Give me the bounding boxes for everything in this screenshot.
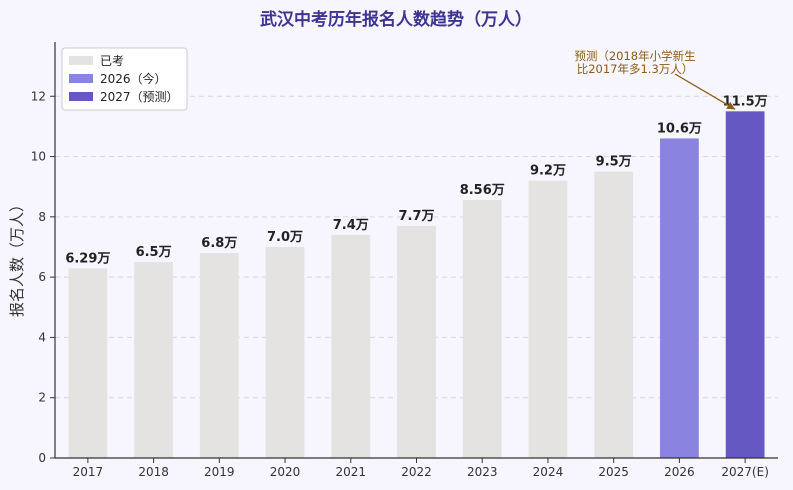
y-tick-label: 6 bbox=[38, 270, 46, 284]
legend-box bbox=[61, 47, 188, 111]
legend: 已考 2026（今） 2027（预测） bbox=[61, 47, 188, 111]
x-tick-label: 2023 bbox=[467, 465, 498, 479]
bar-2026 bbox=[660, 138, 699, 458]
legend-label-current: 2026（今） bbox=[100, 71, 167, 86]
y-tick-label: 2 bbox=[38, 391, 46, 405]
data-label: 6.5万 bbox=[136, 245, 172, 260]
data-label: 7.0万 bbox=[267, 230, 303, 245]
x-tick-label: 2017 bbox=[73, 465, 104, 479]
bar-2019 bbox=[199, 253, 239, 458]
chart-title: 武汉中考历年报名人数趋势（万人） bbox=[260, 9, 532, 30]
bar-2024 bbox=[528, 180, 568, 458]
annotation-arrow-line bbox=[674, 73, 736, 110]
data-label: 9.5万 bbox=[596, 155, 632, 170]
y-tick-label: 12 bbox=[31, 89, 46, 103]
x-tick-label: 2024 bbox=[533, 465, 564, 479]
x-tick-label: 2025 bbox=[598, 465, 629, 479]
x-tick-label: 2022 bbox=[401, 465, 432, 479]
bar-2022 bbox=[397, 225, 436, 458]
bar-2025 bbox=[594, 171, 634, 459]
legend-label-past: 已考 bbox=[100, 54, 124, 68]
legend-swatch-forecast bbox=[69, 92, 93, 101]
bar-2018 bbox=[134, 262, 173, 458]
data-label: 7.4万 bbox=[333, 218, 369, 233]
bars bbox=[68, 111, 765, 459]
y-tick-label: 8 bbox=[38, 210, 46, 224]
legend-label-forecast: 2027（预测） bbox=[100, 90, 179, 104]
data-label: 9.2万 bbox=[530, 164, 566, 179]
bar-2023 bbox=[462, 199, 502, 459]
y-tick-label: 4 bbox=[38, 330, 46, 344]
x-tick-label: 2019 bbox=[204, 465, 235, 479]
x-tick-label: 2018 bbox=[138, 465, 169, 479]
y-tick-label: 0 bbox=[38, 451, 46, 465]
legend-swatch-past bbox=[69, 56, 93, 65]
data-label: 6.8万 bbox=[201, 236, 237, 251]
bar-2027(E) bbox=[725, 111, 765, 458]
data-label: 8.56万 bbox=[460, 183, 505, 198]
bar-2017 bbox=[68, 268, 108, 458]
y-tick-label: 10 bbox=[31, 150, 46, 164]
x-tick-label: 2027(E) bbox=[721, 465, 768, 479]
x-tick-label: 2021 bbox=[335, 465, 366, 479]
data-label: 10.6万 bbox=[657, 121, 702, 136]
legend-swatch-current bbox=[69, 74, 93, 83]
axes: 0 2 4 6 8 10 12 2017 2018 2019 2020 2021 2022 2023 202… bbox=[31, 42, 778, 479]
data-labels: 6.29万 6.5万 6.8万 7.0万 7.4万 7.7万 8.56万 9.2万 9.5万 10… bbox=[65, 94, 767, 266]
annotation-arrow-head bbox=[726, 101, 736, 110]
bar-2020 bbox=[265, 246, 305, 458]
data-label: 6.29万 bbox=[65, 251, 110, 266]
data-label: 7.7万 bbox=[398, 209, 434, 224]
y-axis-label: 报名人数（万人） bbox=[8, 197, 26, 317]
annotation-text: 预测（2018年小学新生 bbox=[574, 49, 695, 63]
x-tick-label: 2026 bbox=[664, 465, 695, 479]
bar-2021 bbox=[331, 234, 371, 458]
x-tick-label: 2020 bbox=[270, 465, 301, 479]
data-label: 11.5万 bbox=[723, 94, 768, 109]
annotation-text: 比2017年多1.3万人） bbox=[577, 62, 694, 76]
